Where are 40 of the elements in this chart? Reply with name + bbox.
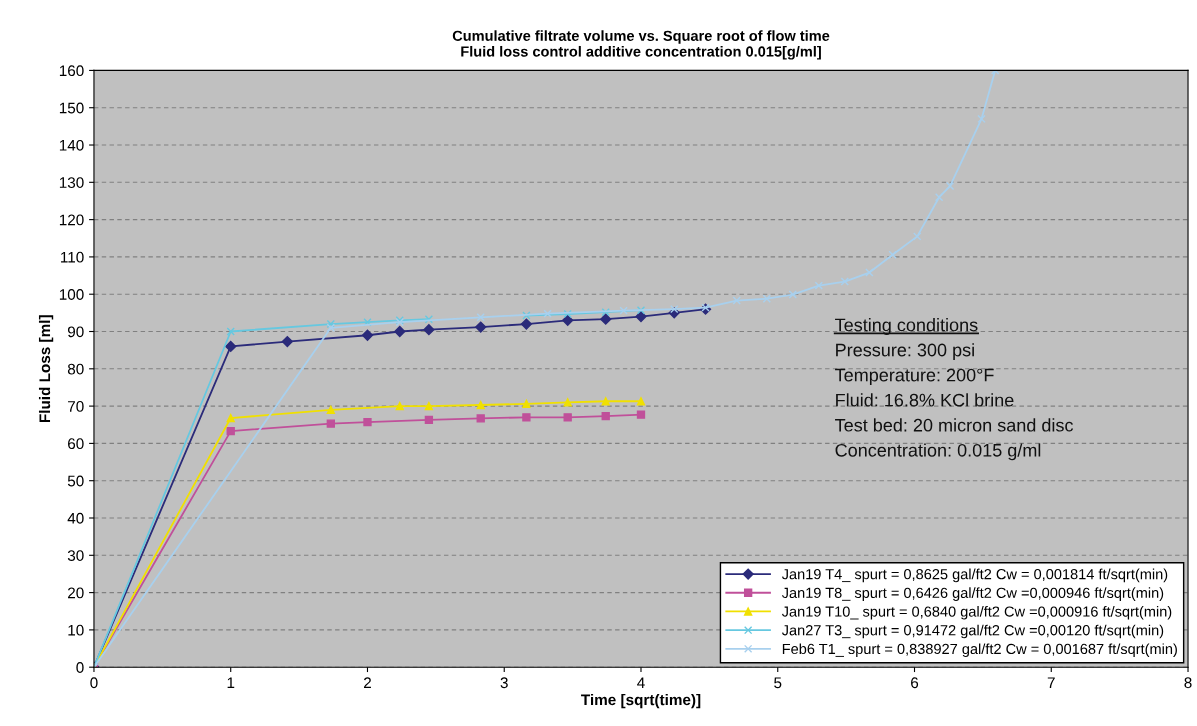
y-tick-label: 100: [59, 289, 84, 300]
y-tick-label: 80: [67, 363, 84, 375]
legend-label: Jan19 T4_ spurt = 0,8625 gal/ft2 Cw = 0,001814 ft/sqrt(min): [781, 568, 1168, 583]
y-axis-title: Fluid Loss [ml]: [38, 315, 54, 423]
y-tick-label: 110: [61, 251, 84, 263]
chart-title: Cumulative filtrate volume vs. Square root of flow time Fluid loss control additive concentration 0.015[g/ml]: [452, 30, 830, 60]
legend-label: Jan19 T10_ spurt = 0,6840 gal/ft2 Cw =0,000916 ft/sqrt(min): [781, 605, 1172, 620]
x-tick-label: 5: [774, 677, 782, 689]
annotation: Test bed: 20 micron sand disc: [835, 418, 1074, 432]
y-tick-label: 130: [59, 177, 84, 188]
annotation: Pressure: 300 psi: [836, 343, 974, 360]
x-tick-label: 3: [500, 677, 508, 689]
x-tick-label: 0: [90, 677, 98, 689]
y-tick-label: 20: [68, 587, 84, 599]
y-tick-label: 150: [59, 102, 84, 114]
annotation: Temperature: 200°F: [835, 368, 994, 386]
annotation: Testing conditions: [835, 318, 978, 335]
y-tick-label: 10: [68, 624, 84, 636]
annotation: Concentration: 0.015 g/ml: [835, 443, 1041, 461]
x-axis-title: Time [sqrt(time)]: [581, 693, 701, 709]
x-tick-label: 8: [1184, 677, 1192, 689]
x-tick-label: 1: [227, 677, 235, 688]
y-tick-label: 30: [67, 550, 84, 561]
y-tick-label: 140: [59, 139, 84, 151]
legend-label: Feb6 T1_ spurt = 0,838927 gal/ft2 Cw = 0,001687 ft/sqrt(min): [782, 643, 1177, 657]
x-tick-label: 2: [364, 677, 371, 688]
annotation: Fluid: 16.8% KCl brine: [836, 393, 1014, 407]
y-tick-label: 0: [76, 662, 84, 673]
x-tick-label: 6: [911, 677, 919, 689]
legend-label: Jan27 T3_ spurt = 0,91472 gal/ft2 Cw =0,00120 ft/sqrt(min): [781, 624, 1164, 639]
x-tick-label: 4: [637, 677, 645, 688]
y-tick-label: 70: [68, 400, 84, 412]
y-tick-label: 40: [67, 512, 84, 524]
x-tick-label: 7: [1047, 677, 1055, 688]
y-tick-label: 120: [59, 214, 84, 226]
y-tick-label: 90: [67, 326, 84, 338]
y-tick-label: 50: [67, 475, 84, 487]
legend-label: Jan19 T8_ spurt = 0,6426 gal/ft2 Cw =0,000946 ft/sqrt(min): [781, 587, 1164, 601]
y-tick-label: 160: [59, 65, 84, 77]
y-tick-label: 60: [68, 438, 84, 450]
